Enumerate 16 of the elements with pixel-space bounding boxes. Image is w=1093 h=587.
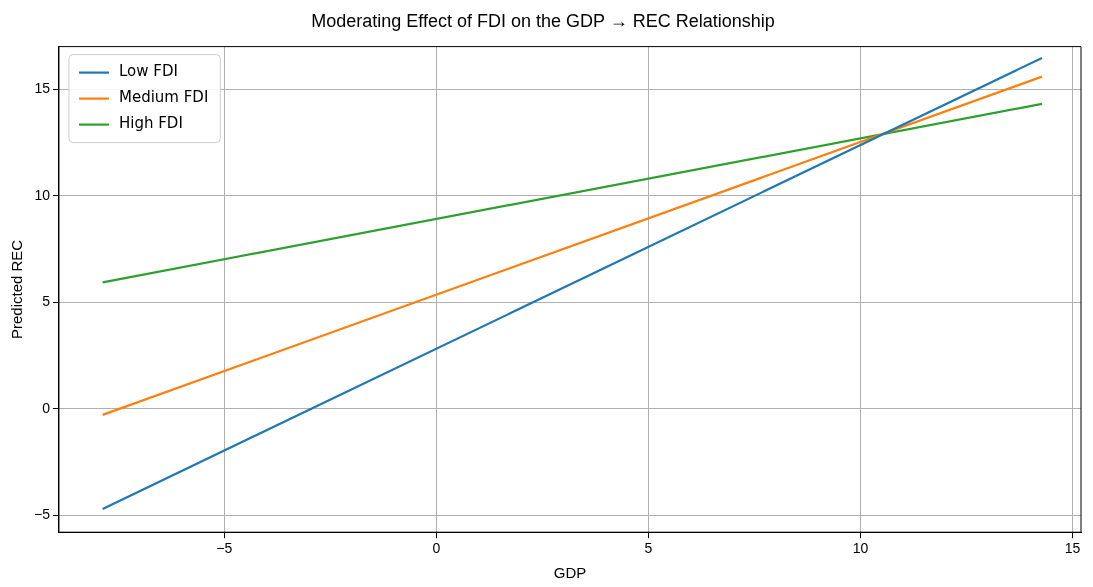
x-tick-label: 5 xyxy=(644,540,653,557)
y-tick-label: 5 xyxy=(42,293,51,310)
x-tick-label: 0 xyxy=(432,540,441,557)
x-tick-label: −5 xyxy=(216,540,233,557)
y-axis-title: Predicted REC xyxy=(8,239,26,340)
x-axis-title: GDP xyxy=(553,564,587,582)
x-tick-label: 10 xyxy=(852,540,869,557)
legend-label: High FDI xyxy=(118,114,183,133)
legend-label: Medium FDI xyxy=(118,88,209,107)
y-tick-label: 15 xyxy=(34,80,51,97)
x-tick-label: 15 xyxy=(1064,540,1081,557)
chart-title: Moderating Effect of FDI on the GDP → REC Relationship xyxy=(311,10,775,31)
y-tick-label: 0 xyxy=(42,399,51,416)
legend-label: Low FDI xyxy=(118,62,178,81)
y-tick-label: 10 xyxy=(34,186,51,203)
y-tick-label: −5 xyxy=(33,506,51,523)
